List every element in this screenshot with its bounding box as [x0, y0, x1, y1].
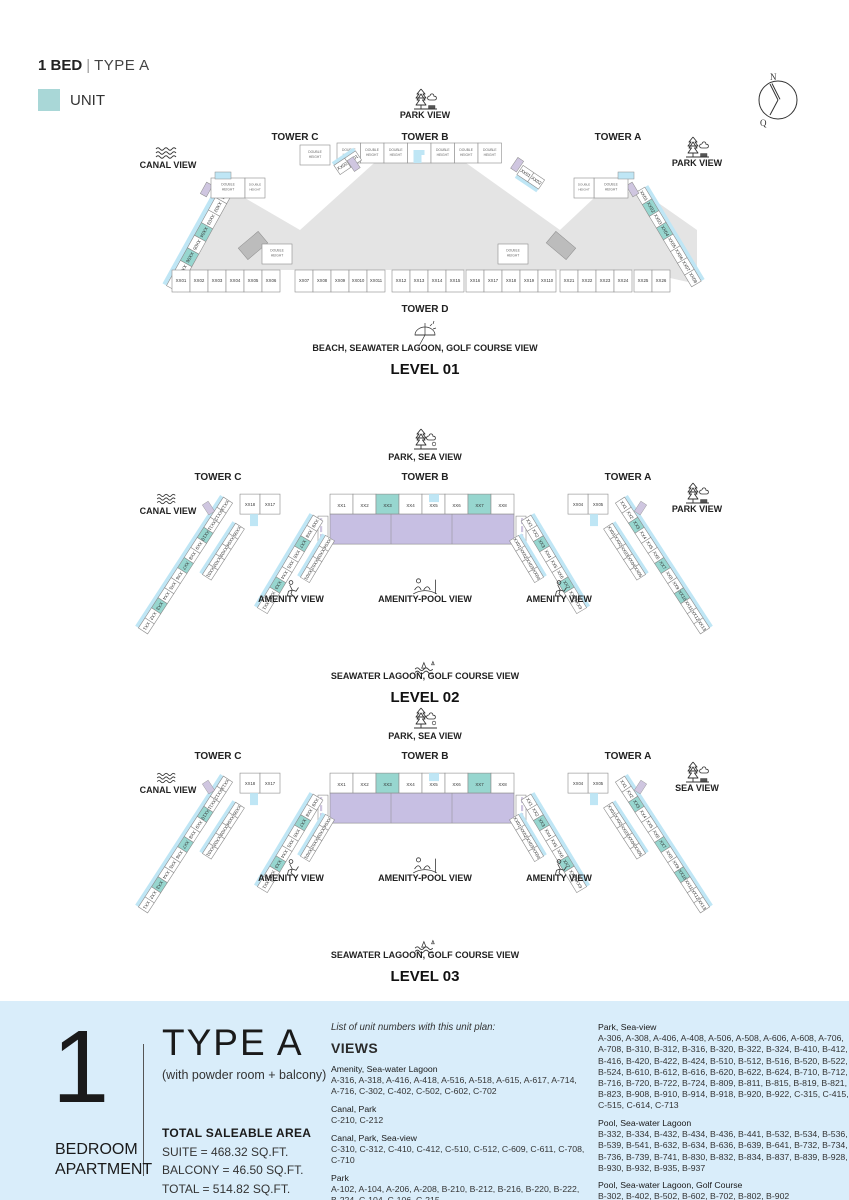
svg-text:TOWER C: TOWER C	[194, 751, 241, 762]
svg-text:SEAWATER LAGOON, GOLF COURSE V: SEAWATER LAGOON, GOLF COURSE VIEW	[331, 950, 520, 960]
svg-text:PARK, SEA VIEW: PARK, SEA VIEW	[388, 731, 462, 741]
svg-text:AMENITY VIEW: AMENITY VIEW	[526, 873, 592, 883]
svg-text:TOWER B: TOWER B	[401, 751, 448, 762]
svg-text:TOWER A: TOWER A	[605, 751, 652, 762]
svg-text:SEA VIEW: SEA VIEW	[675, 783, 719, 793]
svg-text:AMENITY-POOL VIEW: AMENITY-POOL VIEW	[378, 873, 472, 883]
svg-text:AMENITY VIEW: AMENITY VIEW	[258, 873, 324, 883]
svg-text:LEVEL 03: LEVEL 03	[391, 968, 460, 985]
svg-text:CANAL VIEW: CANAL VIEW	[140, 785, 197, 795]
